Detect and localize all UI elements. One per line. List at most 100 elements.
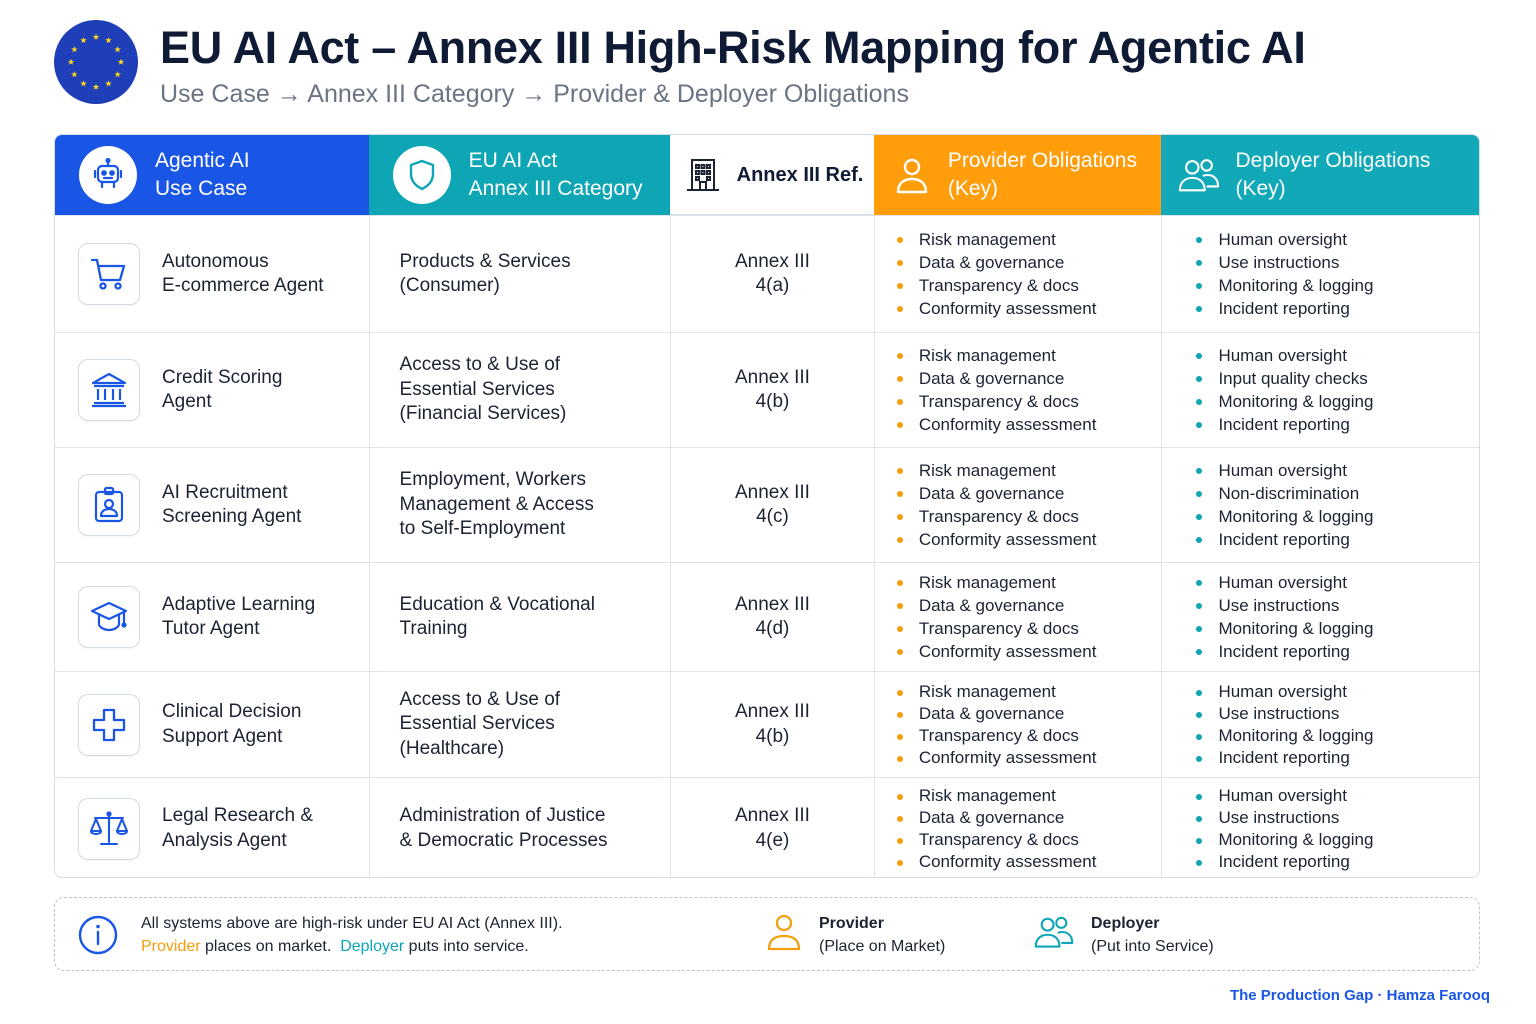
provider-obligations-cell: Risk management Data & governance Transp… (873, 563, 1162, 671)
legend-deployer-desc: (Put into Service) (1091, 938, 1214, 955)
legend-deployer-name: Deployer (1091, 915, 1160, 932)
table-row: Autonomous E-commerce Agent Products & S… (55, 215, 1479, 332)
header-category-line2: Annex III Category (468, 177, 643, 200)
cart-icon (78, 243, 140, 305)
category-line: Administration of Justice (399, 805, 606, 826)
category-line: (Consumer) (399, 275, 500, 296)
deployer-obligations-cell: Human oversight Non-discrimination Monit… (1161, 448, 1479, 562)
list-item: Transparency & docs (896, 390, 1097, 413)
ref-line: Annex III (734, 250, 810, 272)
header-category: EU AI Act Annex III Category (368, 135, 671, 215)
use-case-line: Clinical Decision (162, 701, 302, 722)
ref-line: Annex III (734, 701, 810, 722)
header-use-case-line2: Use Case (155, 177, 248, 200)
list-item: Transparency & docs (896, 505, 1097, 528)
eu-star-icon (92, 33, 100, 40)
provider-person-icon (765, 912, 803, 952)
note-provider-rest: places on market. (200, 938, 332, 955)
ref-cell: Annex III 4(b) (670, 672, 874, 777)
provider-obligations-cell: Risk management Data & governance Transp… (873, 672, 1162, 777)
use-case-cell: Clinical Decision Support Agent (55, 672, 369, 777)
category-line: & Democratic Processes (399, 829, 608, 851)
ref-line: Annex III (734, 481, 810, 503)
ref-line: 4(a) (755, 275, 790, 296)
note-deployer-word: Deployer (340, 938, 405, 955)
category-cell: Products & Services (Consumer) (368, 216, 671, 332)
list-item: Incident reporting (1196, 747, 1373, 769)
eu-star-icon (92, 83, 100, 90)
deployer-obligations-cell: Human oversight Input quality checks Mon… (1161, 333, 1479, 447)
eu-star-icon (71, 46, 78, 53)
list-item: Human oversight (1196, 785, 1373, 807)
note-text: All systems above are high-risk under EU… (141, 912, 563, 958)
list-item: Monitoring & logging (1196, 505, 1373, 528)
category-line: Access to & Use of (399, 688, 561, 710)
list-item: Data & governance (896, 482, 1097, 505)
list-item: Risk management (896, 459, 1097, 482)
ref-cell: Annex III 4(d) (670, 563, 874, 671)
author-credit: The Production Gap · Hamza Farooq (1229, 987, 1490, 1004)
list-item: Human oversight (1196, 344, 1373, 367)
eu-star-icon (117, 58, 125, 65)
deployer-obligations-cell: Human oversight Use instructions Monitor… (1161, 563, 1479, 671)
list-item: Human oversight (1196, 571, 1373, 594)
list-item: Monitoring & logging (1196, 829, 1373, 851)
header-deployer-line2: (Key) (1235, 177, 1286, 200)
use-case-line: Tutor Agent (162, 618, 260, 639)
list-item: Conformity assessment (896, 413, 1096, 436)
id-badge-icon (78, 474, 140, 536)
note-provider-word: Provider (141, 938, 201, 955)
legend-provider: Provider (Place on Market) (765, 912, 945, 958)
category-line: Essential Services (399, 713, 555, 735)
eu-star-icon (80, 36, 87, 44)
note-deployer-rest: puts into service. (404, 938, 529, 955)
list-item: Risk management (896, 228, 1097, 251)
list-item: Risk management (896, 681, 1097, 703)
use-case-line: Agent (162, 391, 212, 412)
header-use-case-line1: Agentic AI (155, 149, 250, 172)
header-deployer: Deployer Obligations (Key) (1161, 135, 1479, 215)
ref-line: 4(d) (755, 618, 790, 639)
use-case-line: Autonomous (162, 250, 269, 272)
header-use-case: Agentic AI Use Case (55, 135, 369, 215)
list-item: Conformity assessment (896, 640, 1096, 663)
list-item: Data & governance (896, 367, 1097, 390)
people-icon (1177, 153, 1221, 197)
list-item: Human oversight (1196, 681, 1373, 703)
list-item: Use instructions (1196, 594, 1373, 617)
list-item: Data & governance (896, 703, 1097, 725)
list-item: Conformity assessment (896, 528, 1096, 551)
ref-cell: Annex III 4(a) (670, 216, 874, 332)
category-line: to Self-Employment (399, 518, 566, 540)
ref-line: 4(e) (755, 829, 790, 851)
ref-cell: Annex III 4(e) (670, 778, 874, 877)
use-case-line: AI Recruitment (162, 481, 288, 503)
scales-icon (78, 797, 140, 860)
provider-obligations-cell: Risk management Data & governance Transp… (873, 216, 1162, 332)
category-line: (Healthcare) (399, 737, 505, 759)
eu-star-icon (105, 80, 112, 87)
category-line: Education & Vocational (399, 593, 595, 615)
list-item: Human oversight (1196, 228, 1373, 251)
list-item: Data & governance (896, 594, 1097, 617)
use-case-line: E-commerce Agent (162, 275, 324, 296)
use-case-cell: Autonomous E-commerce Agent (55, 216, 369, 332)
person-icon (890, 153, 934, 197)
footer-note: All systems above are high-risk under EU… (54, 897, 1480, 971)
list-item: Transparency & docs (896, 617, 1097, 640)
ref-line: 4(b) (755, 391, 790, 412)
category-cell: Education & Vocational Training (368, 563, 671, 671)
header-ref-label: Annex III Ref. (736, 163, 864, 186)
list-item: Monitoring & logging (1196, 617, 1373, 640)
use-case-cell: Adaptive Learning Tutor Agent (55, 563, 369, 671)
table-row: Clinical Decision Support Agent Access t… (55, 671, 1479, 777)
deployer-obligations-cell: Human oversight Use instructions Monitor… (1161, 672, 1479, 777)
page-title: EU AI Act – Annex III High-Risk Mapping … (160, 22, 1306, 73)
provider-obligations-cell: Risk management Data & governance Transp… (873, 778, 1162, 877)
category-cell: Access to & Use of Essential Services (H… (368, 672, 671, 777)
table-header: Agentic AI Use Case EU AI Act Annex III … (55, 135, 1479, 215)
category-line: Employment, Workers (399, 469, 587, 491)
ref-line: 4(b) (755, 725, 790, 747)
provider-obligations-cell: Risk management Data & governance Transp… (873, 448, 1162, 562)
ref-line: 4(c) (756, 506, 789, 527)
